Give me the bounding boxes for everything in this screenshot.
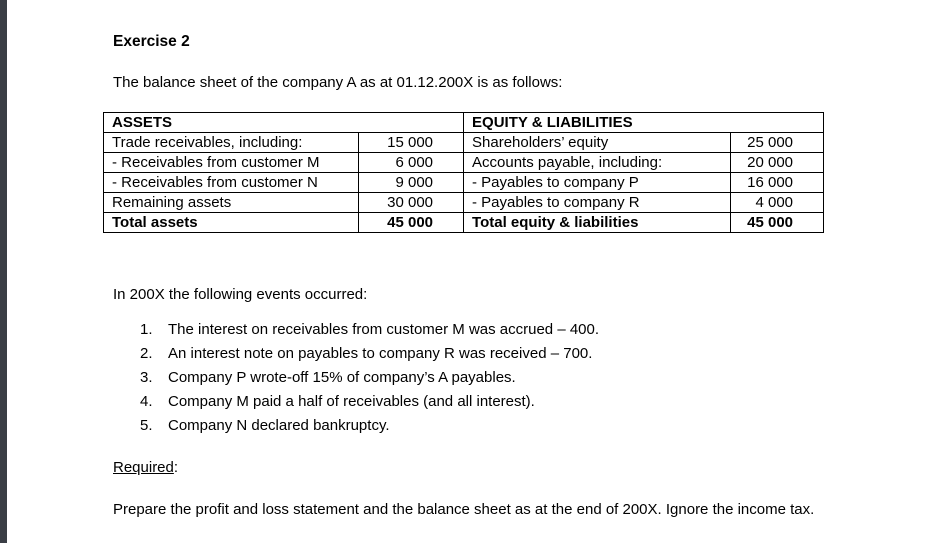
list-item: 2. An interest note on payables to compan… bbox=[140, 342, 599, 366]
list-item-text: The interest on receivables from custome… bbox=[168, 321, 600, 338]
table-row: Remaining assets 30 000 - Payables to co… bbox=[103, 192, 825, 213]
total-equity-value: 45 000 bbox=[730, 212, 825, 233]
required-heading: Required: bbox=[113, 459, 178, 476]
liability-label: Shareholders’ equity bbox=[463, 132, 732, 153]
liability-value: 25 000 bbox=[730, 132, 825, 153]
asset-value: 9 000 bbox=[357, 172, 465, 193]
list-item-number: 3. bbox=[140, 369, 153, 386]
total-assets-value: 45 000 bbox=[357, 212, 465, 233]
list-item-number: 1. bbox=[140, 321, 153, 338]
assets-header-cell: ASSETS bbox=[102, 112, 465, 133]
viewer-edge-strip bbox=[0, 0, 7, 543]
list-item-text: Company P wrote-off 15% of company’s A p… bbox=[168, 369, 516, 386]
list-item: 5. Company N declared bankruptcy. bbox=[140, 414, 599, 438]
required-label: Required bbox=[113, 459, 174, 476]
events-list: 1. The interest on receivables from custo… bbox=[140, 318, 599, 438]
document-page: Exercise 2 The balance sheet of the comp… bbox=[7, 0, 929, 543]
events-intro-paragraph: In 200X the following events occurred: bbox=[113, 286, 368, 303]
asset-label: - Receivables from customer M bbox=[103, 152, 359, 173]
list-item-text: Company N declared bankruptcy. bbox=[168, 417, 390, 434]
list-item-number: 2. bbox=[140, 345, 153, 362]
table-row: - Receivables from customer M 6 000 Acco… bbox=[103, 152, 825, 173]
list-item-number: 5. bbox=[140, 417, 153, 434]
list-item: 3. Company P wrote-off 15% of company’s A… bbox=[140, 366, 599, 390]
liability-value: 4 000 bbox=[730, 192, 825, 213]
liability-label: - Payables to company P bbox=[463, 172, 732, 193]
liability-value: 20 000 bbox=[730, 152, 825, 173]
total-equity-label: Total equity & liabilities bbox=[463, 212, 732, 233]
liability-label: Accounts payable, including: bbox=[463, 152, 732, 173]
table-total-row: Total assets 45 000 Total equity & liabi… bbox=[103, 212, 825, 233]
required-colon: : bbox=[173, 459, 179, 476]
list-item: 1. The interest on receivables from custo… bbox=[140, 318, 599, 342]
liability-label: - Payables to company R bbox=[463, 192, 732, 213]
exercise-title: Exercise 2 bbox=[113, 33, 190, 50]
asset-value: 15 000 bbox=[357, 132, 465, 153]
list-item: 4. Company M paid a half of receivables (… bbox=[140, 390, 599, 414]
balance-sheet-table: ASSETS EQUITY & LIABILITIES Trade receiv… bbox=[102, 112, 825, 233]
asset-value: 6 000 bbox=[357, 152, 465, 173]
table-row: - Receivables from customer N 9 000 - Pa… bbox=[103, 172, 825, 193]
task-paragraph: Prepare the profit and loss statement an… bbox=[113, 501, 815, 518]
asset-label: - Receivables from customer N bbox=[103, 172, 359, 193]
total-assets-label: Total assets bbox=[103, 212, 359, 233]
table-header-row: ASSETS EQUITY & LIABILITIES bbox=[102, 112, 825, 133]
list-item-number: 4. bbox=[140, 393, 153, 410]
asset-value: 30 000 bbox=[357, 192, 465, 213]
intro-paragraph: The balance sheet of the company A as at… bbox=[113, 74, 563, 91]
asset-label: Remaining assets bbox=[103, 192, 359, 213]
asset-label: Trade receivables, including: bbox=[103, 132, 359, 153]
list-item-text: Company M paid a half of receivables (an… bbox=[168, 393, 535, 410]
liability-value: 16 000 bbox=[730, 172, 825, 193]
table-row: Trade receivables, including: 15 000 Sha… bbox=[103, 132, 825, 153]
equity-liabilities-header-cell: EQUITY & LIABILITIES bbox=[463, 112, 825, 133]
list-item-text: An interest note on payables to company … bbox=[168, 345, 593, 362]
